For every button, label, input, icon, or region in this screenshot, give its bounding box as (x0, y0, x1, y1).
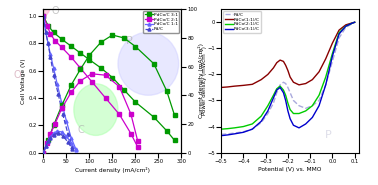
X-axis label: Potential (V) vs. MMO: Potential (V) vs. MMO (259, 167, 322, 172)
Text: C: C (78, 125, 85, 134)
Y-axis label: Cell Voltage (V): Cell Voltage (V) (21, 58, 26, 104)
Ellipse shape (118, 32, 179, 95)
Legend: Pd/C, PdCo(1:1)/C, PdCo(2:1)/C, PdCo(3:1)/C: Pd/C, PdCo(1:1)/C, PdCo(2:1)/C, PdCo(3:1… (223, 11, 261, 33)
Text: O: O (13, 70, 21, 80)
Text: P: P (126, 36, 133, 46)
Text: P: P (325, 130, 332, 140)
Y-axis label: Current density (mA/cm²): Current density (mA/cm²) (198, 43, 204, 118)
Ellipse shape (74, 84, 118, 135)
Text: O: O (51, 6, 59, 16)
Legend: PdCo/C 3:1, PdCo/C 2:1, PdCo/C 1:1, Pd/C: PdCo/C 3:1, PdCo/C 2:1, PdCo/C 1:1, Pd/C (143, 11, 179, 33)
Y-axis label: Power density (mWcm⁻²): Power density (mWcm⁻²) (201, 46, 207, 115)
X-axis label: Current density (mA/cm²): Current density (mA/cm²) (75, 167, 150, 173)
Ellipse shape (0, 0, 52, 25)
